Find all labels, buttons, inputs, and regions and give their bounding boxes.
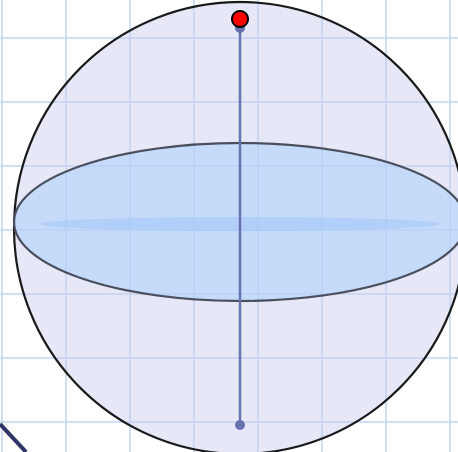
axis-bottom-point [235,420,245,430]
diagonal-line [0,422,28,452]
state-point[interactable] [231,10,249,28]
